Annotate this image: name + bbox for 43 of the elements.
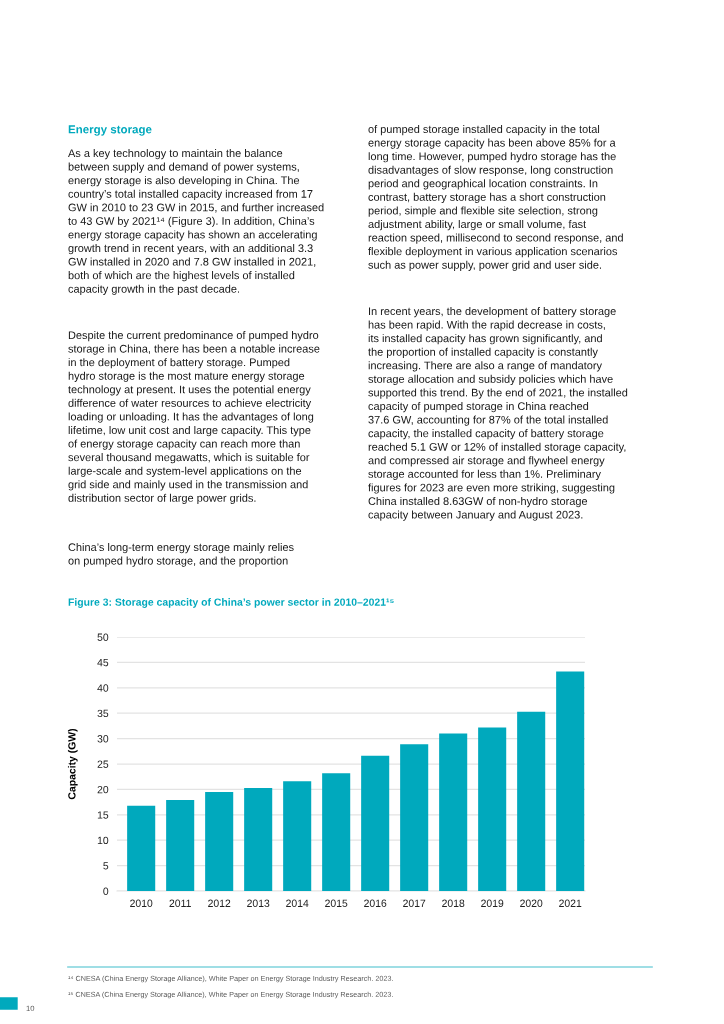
bar: [166, 800, 195, 891]
x-tick-label: 2021: [559, 899, 582, 907]
x-tick-label: 2014: [286, 899, 309, 907]
chart-title: Figure 3: Storage capacity of China’s power sector in 2010–2021¹⁵: [68, 598, 394, 608]
x-tick-label: 2012: [208, 899, 231, 907]
bar: [400, 744, 429, 891]
x-tick-label: 2017: [403, 899, 426, 907]
text: China’s long-term energy storage mainly relies on pumped hydro storage, and the proportion: [68, 543, 294, 567]
bar: [283, 781, 312, 891]
bar: [205, 791, 234, 891]
y-tick-label: 45: [97, 659, 109, 667]
y-tick-label: 25: [97, 760, 109, 768]
x-tick-label: 2011: [169, 899, 191, 907]
text: Despite the current predominance of pumped hydro storage in China, there has been a notable increase in the deployment of battery storage. Pumped hydro storage is the most mature energy storage technology at present. It uses the potential energy difference of water resources to achieve electricity loading or unloading. It has the advantages of long lifetime, low unit cost and large capacity. This type of energy storage capacity can reach more than several thousand megawatts, which is suitable for large-scale and system-level applications on the grid side and mainly used in the transmission and distribution sector of large power grids.: [68, 331, 320, 505]
text: In recent years, the development of battery storage has been rapid. With the rapid decrease in costs, its installed capacity has grown significantly, and the proportion of installed capacity is constantly increasing. There are also a range of mandatory storage allocation and subsidy policies which have supported this trend. By the end of 2021, the installed capacity of pumped storage in China reached 37.6 GW, accounting for 87% of the total installed capacity, the installed capacity of battery storage reached 5.1 GW or 12% of installed storage capacity, and compressed air storage and flywheel energy storage accounted for less than 1%. Preliminary figures for 2023 are even more striking, suggesting China installed 8.63GW of non-hydro storage capacity between January and August 2023.: [368, 307, 628, 521]
x-tick-label: 2019: [481, 899, 504, 907]
bar: [517, 711, 546, 891]
text: of pumped storage installed capacity in the total energy storage capacity has been above 85% for a long time. However, pumped hydro storage has the disadvantages of slow response, long construction period and geographical location constraints. In contrast, battery storage has a short construction period, simple and flexible site selection, strong adjustment ability, large or small volume, fast reaction speed, millisecond to second response, and flexible deployment in various application scenarios such as power supply, power grid and user side.: [368, 125, 623, 271]
x-tick-label: 2020: [520, 899, 543, 907]
y-axis-title: Capacity (GW): [67, 728, 78, 800]
bar: [127, 805, 156, 891]
x-tick-label: 2018: [442, 899, 465, 907]
bar: [556, 671, 585, 891]
bar: [244, 787, 273, 891]
bar: [322, 773, 351, 891]
y-tick-label: 30: [97, 735, 109, 743]
bar: [361, 755, 390, 891]
y-tick-label: 40: [97, 684, 109, 692]
text: As a key technology to maintain the balance between supply and demand of power systems, energy storage is also developing in China. The country’s total installed capacity increased from 17 GW in 2010 to 23 GW in 2015, and further increased to 43 GW by 2021¹⁴ (Figure 3). In addition, China’s energy storage capacity has shown an accelerating growth trend in recent years, with an additional 3.3 GW installed in 2020 and 7.8 GW installed in 2021, both of which are the highest levels of installed capacity growth in the past decade.: [68, 149, 324, 295]
y-tick-label: 50: [97, 633, 109, 641]
x-tick-label: 2016: [364, 899, 387, 907]
bar: [478, 727, 507, 891]
y-tick-label: 5: [103, 862, 109, 870]
y-tick-label: 20: [97, 785, 109, 794]
text: Energy storage: [68, 125, 152, 136]
x-tick-label: 2013: [247, 899, 270, 907]
bar: [439, 733, 468, 891]
x-tick-label: 2010: [130, 899, 153, 907]
x-tick-label: 2015: [325, 899, 348, 907]
y-tick-label: 10: [97, 836, 109, 845]
y-tick-label: 0: [103, 887, 109, 895]
y-tick-label: 35: [97, 709, 109, 718]
y-tick-label: 15: [97, 811, 109, 819]
